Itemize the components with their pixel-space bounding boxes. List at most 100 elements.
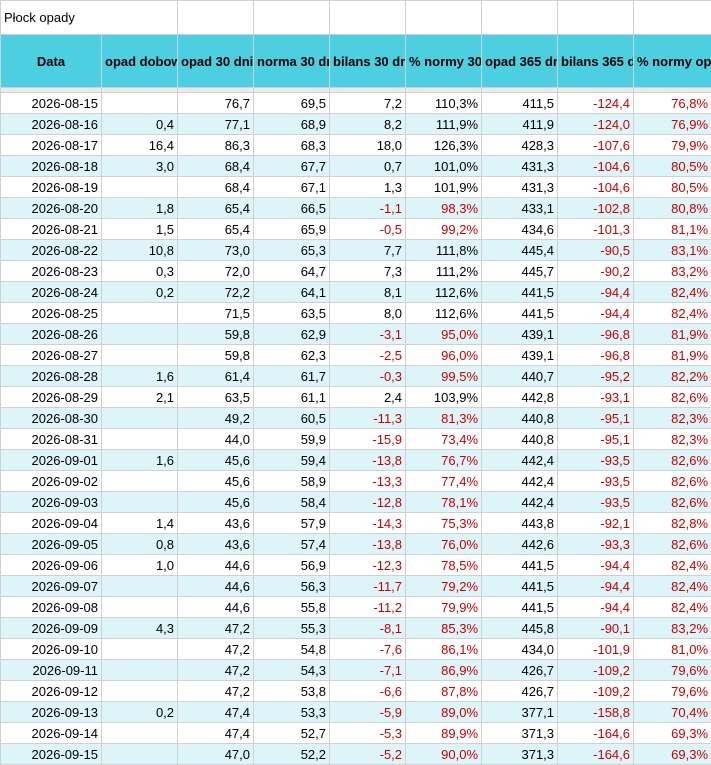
pct-norm-30d-cell[interactable]: 76,0%: [406, 534, 482, 555]
norm-30d-cell[interactable]: 67,7: [254, 156, 330, 177]
norm-30d-cell[interactable]: 55,3: [254, 618, 330, 639]
date-cell[interactable]: 2026-09-01: [1, 450, 102, 471]
rain-365d-cell[interactable]: 434,6: [482, 219, 558, 240]
norm-30d-cell[interactable]: 64,1: [254, 282, 330, 303]
empty-cell[interactable]: [634, 1, 711, 35]
rain-30d-cell[interactable]: 68,4: [178, 177, 254, 198]
norm-30d-cell[interactable]: 55,8: [254, 597, 330, 618]
balance-30d-cell[interactable]: 18,0: [330, 135, 406, 156]
balance-30d-cell[interactable]: -13,3: [330, 471, 406, 492]
date-cell[interactable]: 2026-08-27: [1, 345, 102, 366]
rain-30d-cell[interactable]: 44,6: [178, 597, 254, 618]
norm-30d-cell[interactable]: 56,9: [254, 555, 330, 576]
rain-365d-cell[interactable]: 428,3: [482, 135, 558, 156]
pct-annual-norm-cell[interactable]: 82,6%: [634, 387, 711, 408]
pct-norm-30d-cell[interactable]: 87,8%: [406, 681, 482, 702]
norm-30d-cell[interactable]: 63,5: [254, 303, 330, 324]
daily-rain-cell[interactable]: 1,6: [102, 450, 178, 471]
rain-365d-cell[interactable]: 445,8: [482, 618, 558, 639]
norm-30d-cell[interactable]: 54,3: [254, 660, 330, 681]
norm-30d-cell[interactable]: 68,9: [254, 114, 330, 135]
pct-norm-30d-cell[interactable]: 73,4%: [406, 429, 482, 450]
rain-365d-cell[interactable]: 443,8: [482, 513, 558, 534]
pct-annual-norm-cell[interactable]: 82,4%: [634, 282, 711, 303]
rain-365d-cell[interactable]: 442,4: [482, 471, 558, 492]
date-cell[interactable]: 2026-09-08: [1, 597, 102, 618]
pct-annual-norm-cell[interactable]: 82,3%: [634, 408, 711, 429]
daily-rain-cell[interactable]: 1,6: [102, 366, 178, 387]
daily-rain-cell[interactable]: [102, 723, 178, 744]
balance-365d-cell[interactable]: -158,8: [558, 702, 634, 723]
daily-rain-cell[interactable]: [102, 303, 178, 324]
header-rain-365d[interactable]: opad 365 dni (mm): [482, 35, 558, 88]
date-cell[interactable]: 2026-09-10: [1, 639, 102, 660]
rain-365d-cell[interactable]: 411,9: [482, 114, 558, 135]
rain-30d-cell[interactable]: 72,0: [178, 261, 254, 282]
rain-365d-cell[interactable]: 442,4: [482, 450, 558, 471]
balance-30d-cell[interactable]: -13,8: [330, 450, 406, 471]
empty-cell[interactable]: [406, 1, 482, 35]
date-cell[interactable]: 2026-08-19: [1, 177, 102, 198]
balance-365d-cell[interactable]: -95,2: [558, 366, 634, 387]
daily-rain-cell[interactable]: [102, 324, 178, 345]
rain-30d-cell[interactable]: 73,0: [178, 240, 254, 261]
norm-30d-cell[interactable]: 58,4: [254, 492, 330, 513]
date-cell[interactable]: 2026-09-15: [1, 744, 102, 765]
pct-norm-30d-cell[interactable]: 99,5%: [406, 366, 482, 387]
balance-365d-cell[interactable]: -124,0: [558, 114, 634, 135]
daily-rain-cell[interactable]: [102, 471, 178, 492]
balance-365d-cell[interactable]: -90,2: [558, 261, 634, 282]
balance-365d-cell[interactable]: -93,1: [558, 387, 634, 408]
balance-30d-cell[interactable]: -14,3: [330, 513, 406, 534]
norm-30d-cell[interactable]: 53,3: [254, 702, 330, 723]
balance-30d-cell[interactable]: -3,1: [330, 324, 406, 345]
pct-annual-norm-cell[interactable]: 79,6%: [634, 660, 711, 681]
rain-365d-cell[interactable]: 439,1: [482, 345, 558, 366]
rain-365d-cell[interactable]: 426,7: [482, 681, 558, 702]
rain-30d-cell[interactable]: 63,5: [178, 387, 254, 408]
daily-rain-cell[interactable]: [102, 345, 178, 366]
rain-30d-cell[interactable]: 44,6: [178, 576, 254, 597]
norm-30d-cell[interactable]: 65,9: [254, 219, 330, 240]
norm-30d-cell[interactable]: 56,3: [254, 576, 330, 597]
daily-rain-cell[interactable]: 4,3: [102, 618, 178, 639]
balance-30d-cell[interactable]: 8,2: [330, 114, 406, 135]
rain-365d-cell[interactable]: 445,7: [482, 261, 558, 282]
date-cell[interactable]: 2026-08-28: [1, 366, 102, 387]
pct-annual-norm-cell[interactable]: 69,3%: [634, 744, 711, 765]
balance-365d-cell[interactable]: -102,8: [558, 198, 634, 219]
norm-30d-cell[interactable]: 61,7: [254, 366, 330, 387]
norm-30d-cell[interactable]: 57,4: [254, 534, 330, 555]
pct-annual-norm-cell[interactable]: 82,4%: [634, 303, 711, 324]
daily-rain-cell[interactable]: [102, 681, 178, 702]
norm-30d-cell[interactable]: 67,1: [254, 177, 330, 198]
date-cell[interactable]: 2026-09-06: [1, 555, 102, 576]
date-cell[interactable]: 2026-08-25: [1, 303, 102, 324]
balance-365d-cell[interactable]: -94,4: [558, 282, 634, 303]
balance-30d-cell[interactable]: 7,7: [330, 240, 406, 261]
balance-30d-cell[interactable]: 8,0: [330, 303, 406, 324]
balance-365d-cell[interactable]: -95,1: [558, 408, 634, 429]
balance-365d-cell[interactable]: -164,6: [558, 744, 634, 765]
date-cell[interactable]: 2026-08-16: [1, 114, 102, 135]
pct-norm-30d-cell[interactable]: 101,9%: [406, 177, 482, 198]
daily-rain-cell[interactable]: 1,5: [102, 219, 178, 240]
balance-30d-cell[interactable]: -11,7: [330, 576, 406, 597]
header-balance-30d[interactable]: bilans 30 dni (mm): [330, 35, 406, 88]
pct-annual-norm-cell[interactable]: 70,4%: [634, 702, 711, 723]
pct-norm-30d-cell[interactable]: 78,5%: [406, 555, 482, 576]
norm-30d-cell[interactable]: 65,3: [254, 240, 330, 261]
pct-annual-norm-cell[interactable]: 82,6%: [634, 471, 711, 492]
daily-rain-cell[interactable]: 2,1: [102, 387, 178, 408]
daily-rain-cell[interactable]: [102, 429, 178, 450]
pct-norm-30d-cell[interactable]: 112,6%: [406, 282, 482, 303]
rain-30d-cell[interactable]: 47,2: [178, 618, 254, 639]
balance-30d-cell[interactable]: -6,6: [330, 681, 406, 702]
daily-rain-cell[interactable]: [102, 639, 178, 660]
balance-30d-cell[interactable]: 7,2: [330, 93, 406, 114]
daily-rain-cell[interactable]: 3,0: [102, 156, 178, 177]
pct-annual-norm-cell[interactable]: 82,8%: [634, 513, 711, 534]
balance-30d-cell[interactable]: 8,1: [330, 282, 406, 303]
empty-cell[interactable]: [330, 1, 406, 35]
rain-30d-cell[interactable]: 72,2: [178, 282, 254, 303]
